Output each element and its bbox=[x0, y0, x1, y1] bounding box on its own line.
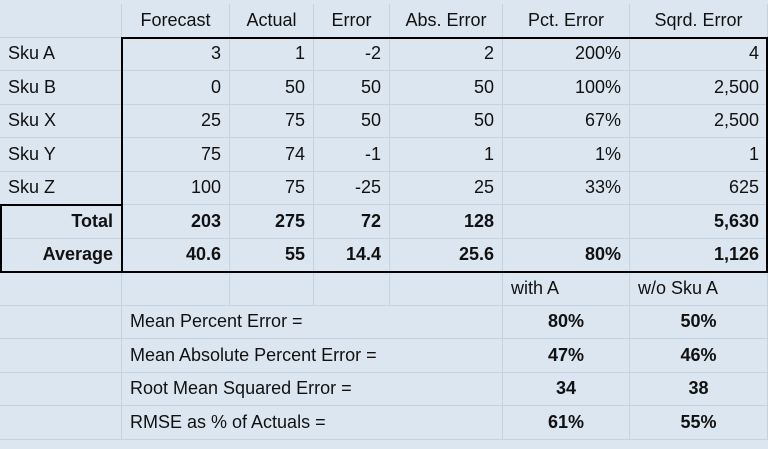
value-cell: 100 bbox=[122, 171, 230, 205]
metric-value: 47% bbox=[503, 339, 630, 373]
value-cell: 75 bbox=[230, 104, 314, 138]
metric-header: w/o Sku A bbox=[630, 272, 768, 306]
value-cell: 33% bbox=[503, 171, 630, 205]
metric-label: RMSE as % of Actuals = bbox=[122, 406, 503, 440]
row-label: Sku Y bbox=[0, 138, 122, 172]
blank-cell bbox=[0, 4, 122, 38]
value-cell: 1 bbox=[390, 138, 503, 172]
blank-cell bbox=[0, 305, 122, 339]
metric-value: 38 bbox=[630, 372, 768, 406]
column-header: Forecast bbox=[122, 4, 230, 38]
value-cell: 67% bbox=[503, 104, 630, 138]
metric-label: Mean Absolute Percent Error = bbox=[122, 339, 503, 373]
value-cell: 4 bbox=[630, 37, 768, 71]
summary-value: 40.6 bbox=[122, 238, 230, 272]
metric-value: 46% bbox=[630, 339, 768, 373]
column-header: Abs. Error bbox=[390, 4, 503, 38]
value-cell: 50 bbox=[314, 104, 390, 138]
value-cell: 25 bbox=[122, 104, 230, 138]
metric-label: Root Mean Squared Error = bbox=[122, 372, 503, 406]
value-cell: 50 bbox=[314, 71, 390, 105]
metric-value: 61% bbox=[503, 406, 630, 440]
value-cell: 50 bbox=[230, 71, 314, 105]
metric-value: 50% bbox=[630, 305, 768, 339]
blank-cell bbox=[0, 372, 122, 406]
blank-cell bbox=[390, 272, 503, 306]
value-cell: 100% bbox=[503, 71, 630, 105]
column-header: Pct. Error bbox=[503, 4, 630, 38]
blank-cell bbox=[0, 406, 122, 440]
row-label: Sku X bbox=[0, 104, 122, 138]
value-cell: 75 bbox=[122, 138, 230, 172]
value-cell: 200% bbox=[503, 37, 630, 71]
value-cell: 1% bbox=[503, 138, 630, 172]
value-cell: -1 bbox=[314, 138, 390, 172]
border bbox=[0, 204, 122, 206]
value-cell: 2,500 bbox=[630, 104, 768, 138]
value-cell: 625 bbox=[630, 171, 768, 205]
summary-value: 55 bbox=[230, 238, 314, 272]
blank-cell bbox=[122, 272, 230, 306]
summary-value: 5,630 bbox=[630, 205, 768, 239]
value-cell: 74 bbox=[230, 138, 314, 172]
border bbox=[766, 36, 768, 272]
border bbox=[0, 204, 2, 272]
summary-value bbox=[503, 205, 630, 239]
summary-value: 80% bbox=[503, 238, 630, 272]
metric-value: 55% bbox=[630, 406, 768, 440]
column-header: Actual bbox=[230, 4, 314, 38]
value-cell: 1 bbox=[630, 138, 768, 172]
blank-cell bbox=[230, 272, 314, 306]
value-cell: 1 bbox=[230, 37, 314, 71]
value-cell: 2 bbox=[390, 37, 503, 71]
border bbox=[121, 36, 768, 39]
summary-value: 128 bbox=[390, 205, 503, 239]
blank-cell bbox=[0, 272, 122, 306]
summary-value: 72 bbox=[314, 205, 390, 239]
metric-label: Mean Percent Error = bbox=[122, 305, 503, 339]
blank-cell bbox=[0, 339, 122, 373]
value-cell: -25 bbox=[314, 171, 390, 205]
column-header: Error bbox=[314, 4, 390, 38]
value-cell: 0 bbox=[122, 71, 230, 105]
metric-value: 34 bbox=[503, 372, 630, 406]
summary-value: 203 bbox=[122, 205, 230, 239]
value-cell: 25 bbox=[390, 171, 503, 205]
value-cell: 50 bbox=[390, 104, 503, 138]
value-cell: 2,500 bbox=[630, 71, 768, 105]
metric-value: 80% bbox=[503, 305, 630, 339]
summary-label: Total bbox=[0, 205, 122, 239]
value-cell: 3 bbox=[122, 37, 230, 71]
summary-value: 14.4 bbox=[314, 238, 390, 272]
column-header: Sqrd. Error bbox=[630, 4, 768, 38]
summary-value: 1,126 bbox=[630, 238, 768, 272]
border bbox=[121, 36, 123, 272]
row-label: Sku A bbox=[0, 37, 122, 71]
summary-value: 25.6 bbox=[390, 238, 503, 272]
value-cell: 75 bbox=[230, 171, 314, 205]
value-cell: 50 bbox=[390, 71, 503, 105]
metric-header: with A bbox=[503, 272, 630, 306]
value-cell: -2 bbox=[314, 37, 390, 71]
border bbox=[0, 271, 768, 273]
summary-label: Average bbox=[0, 238, 122, 272]
row-label: Sku Z bbox=[0, 171, 122, 205]
row-label: Sku B bbox=[0, 71, 122, 105]
summary-value: 275 bbox=[230, 205, 314, 239]
blank-cell bbox=[314, 272, 390, 306]
